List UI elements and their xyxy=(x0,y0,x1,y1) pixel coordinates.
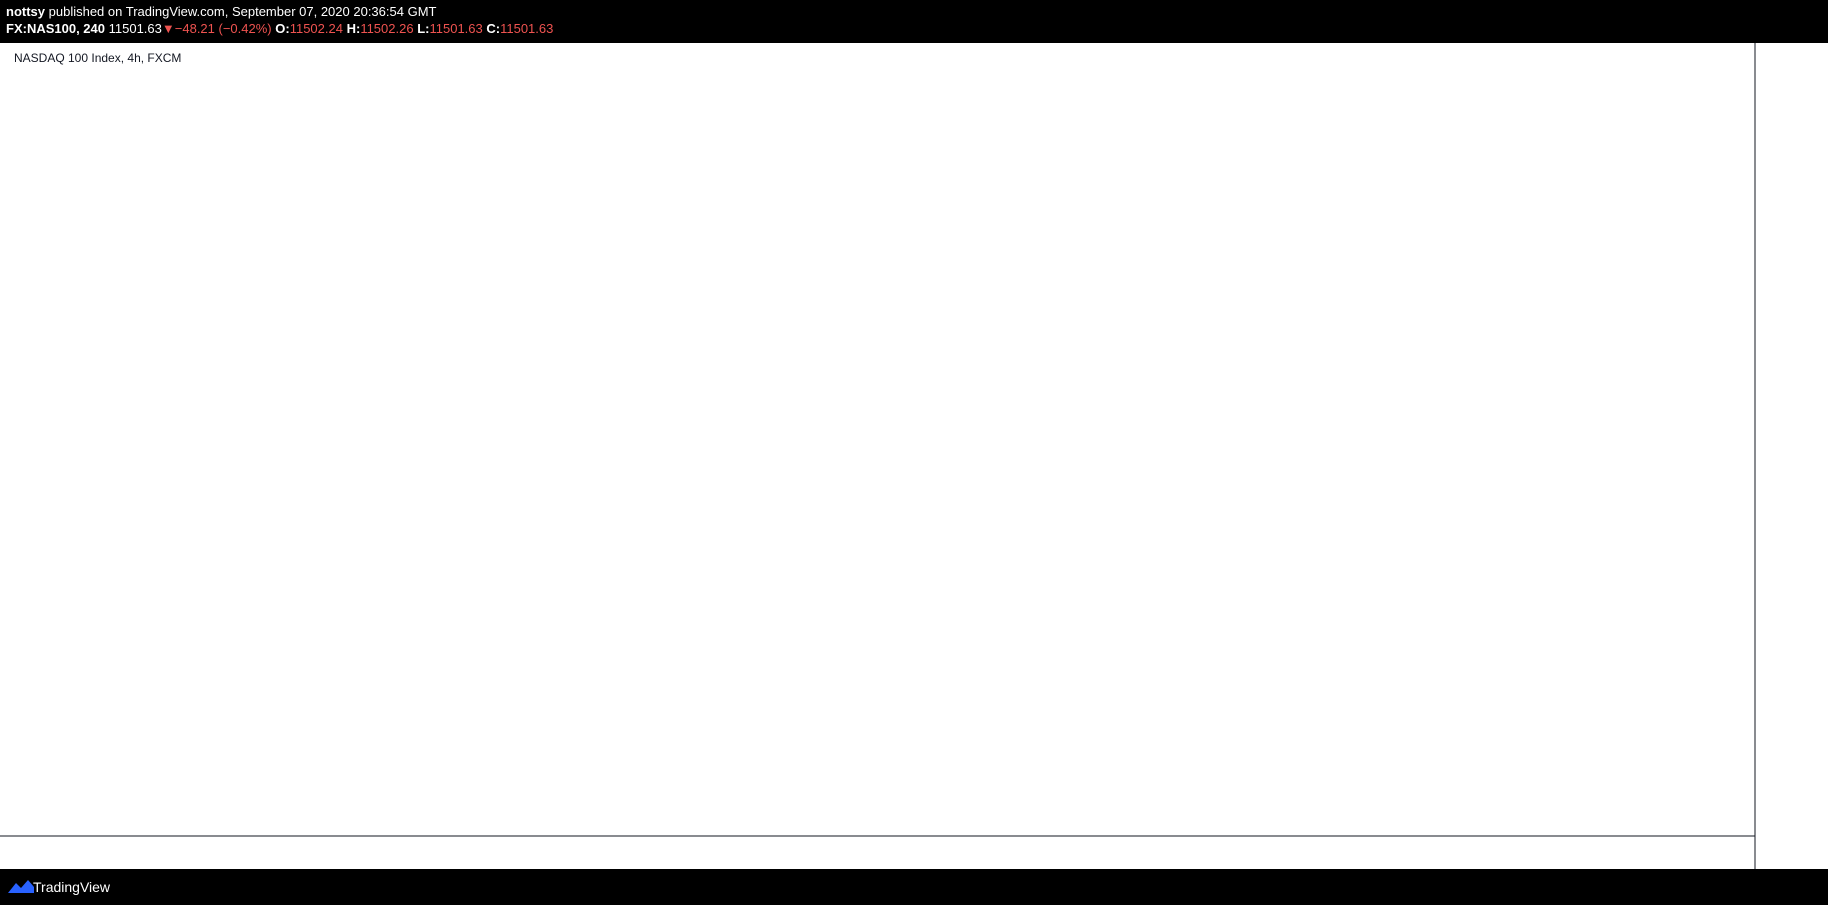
author: nottsy xyxy=(6,4,45,19)
published: published on TradingView.com, September … xyxy=(48,4,437,19)
header: nottsy published on TradingView.com, Sep… xyxy=(0,0,1828,43)
c-value: 11501.63 xyxy=(500,21,554,36)
h-label: H: xyxy=(346,21,361,36)
brand: TradingView xyxy=(33,879,111,895)
o-value: 11502.24 xyxy=(289,21,343,36)
footer: TradingView xyxy=(0,869,1828,905)
chart: NASDAQ 100 Index, 4h, FXCM xyxy=(0,43,1828,869)
c-label: C: xyxy=(486,21,501,36)
ohlc-line: FX:NAS100, 240 11501.63▼−48.21 (−0.42%) … xyxy=(6,21,553,36)
publish-line: nottsy published on TradingView.com, Sep… xyxy=(6,4,436,19)
l-label: L: xyxy=(417,21,430,36)
l-value: 11501.63 xyxy=(429,21,483,36)
chart-background xyxy=(0,43,1828,869)
chart-title: NASDAQ 100 Index, 4h, FXCM xyxy=(14,51,181,65)
last: 11501.63 xyxy=(108,21,162,36)
change: −48.21 (−0.42%) xyxy=(174,21,272,36)
symbol: FX:NAS100, 240 xyxy=(6,21,105,36)
h-value: 11502.26 xyxy=(360,21,414,36)
arrow: ▼ xyxy=(161,21,175,36)
logo xyxy=(8,880,34,893)
o-label: O: xyxy=(275,21,290,36)
